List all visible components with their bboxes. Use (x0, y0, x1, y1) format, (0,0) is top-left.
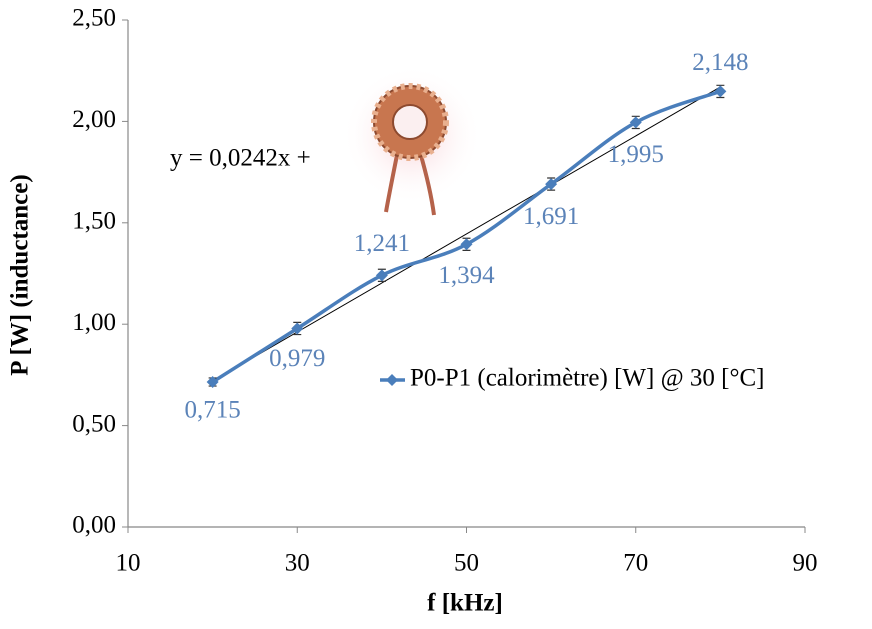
marker (629, 116, 642, 129)
marker (714, 85, 727, 98)
data-label: 1,241 (354, 230, 410, 257)
x-tick-label: 30 (285, 550, 310, 577)
x-tick-label: 70 (623, 550, 648, 577)
y-tick-label: 0,50 (72, 410, 116, 437)
y-tick-label: 1,50 (72, 208, 116, 235)
x-tick-label: 10 (116, 550, 141, 577)
data-label: 2,148 (692, 49, 748, 76)
y-tick-label: 2,50 (72, 5, 116, 32)
x-axis-title: f [kHz] (427, 590, 503, 617)
data-label: 1,995 (608, 141, 664, 168)
x-tick-label: 90 (793, 550, 818, 577)
marker (291, 322, 304, 335)
data-label: 1,394 (438, 262, 495, 289)
marker (375, 269, 388, 282)
trendline-label: y = 0,0242x + (170, 145, 311, 172)
x-tick-label: 50 (454, 550, 479, 577)
legend-label: P0-P1 (calorimètre) [W] @ 30 [°C] (410, 365, 764, 392)
y-tick-label: 2,00 (72, 106, 116, 133)
legend-marker (386, 374, 398, 386)
y-tick-label: 0,00 (72, 512, 116, 539)
data-label: 0,979 (269, 345, 325, 372)
marker (460, 238, 473, 251)
marker (545, 178, 558, 191)
toroid-image (342, 65, 482, 216)
y-axis-title: P [W] (inductance) (7, 174, 34, 375)
y-tick-label: 1,00 (72, 309, 116, 336)
data-label: 0,715 (185, 397, 241, 424)
data-label: 1,691 (523, 203, 579, 230)
marker (206, 375, 219, 388)
